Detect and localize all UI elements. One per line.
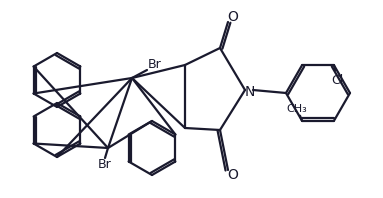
Text: N: N [245, 85, 255, 99]
Text: O: O [228, 168, 239, 182]
Text: Cl: Cl [331, 74, 343, 87]
Text: Br: Br [148, 58, 162, 71]
Text: O: O [228, 10, 239, 24]
Text: Br: Br [98, 159, 112, 171]
Text: CH₃: CH₃ [286, 104, 308, 114]
